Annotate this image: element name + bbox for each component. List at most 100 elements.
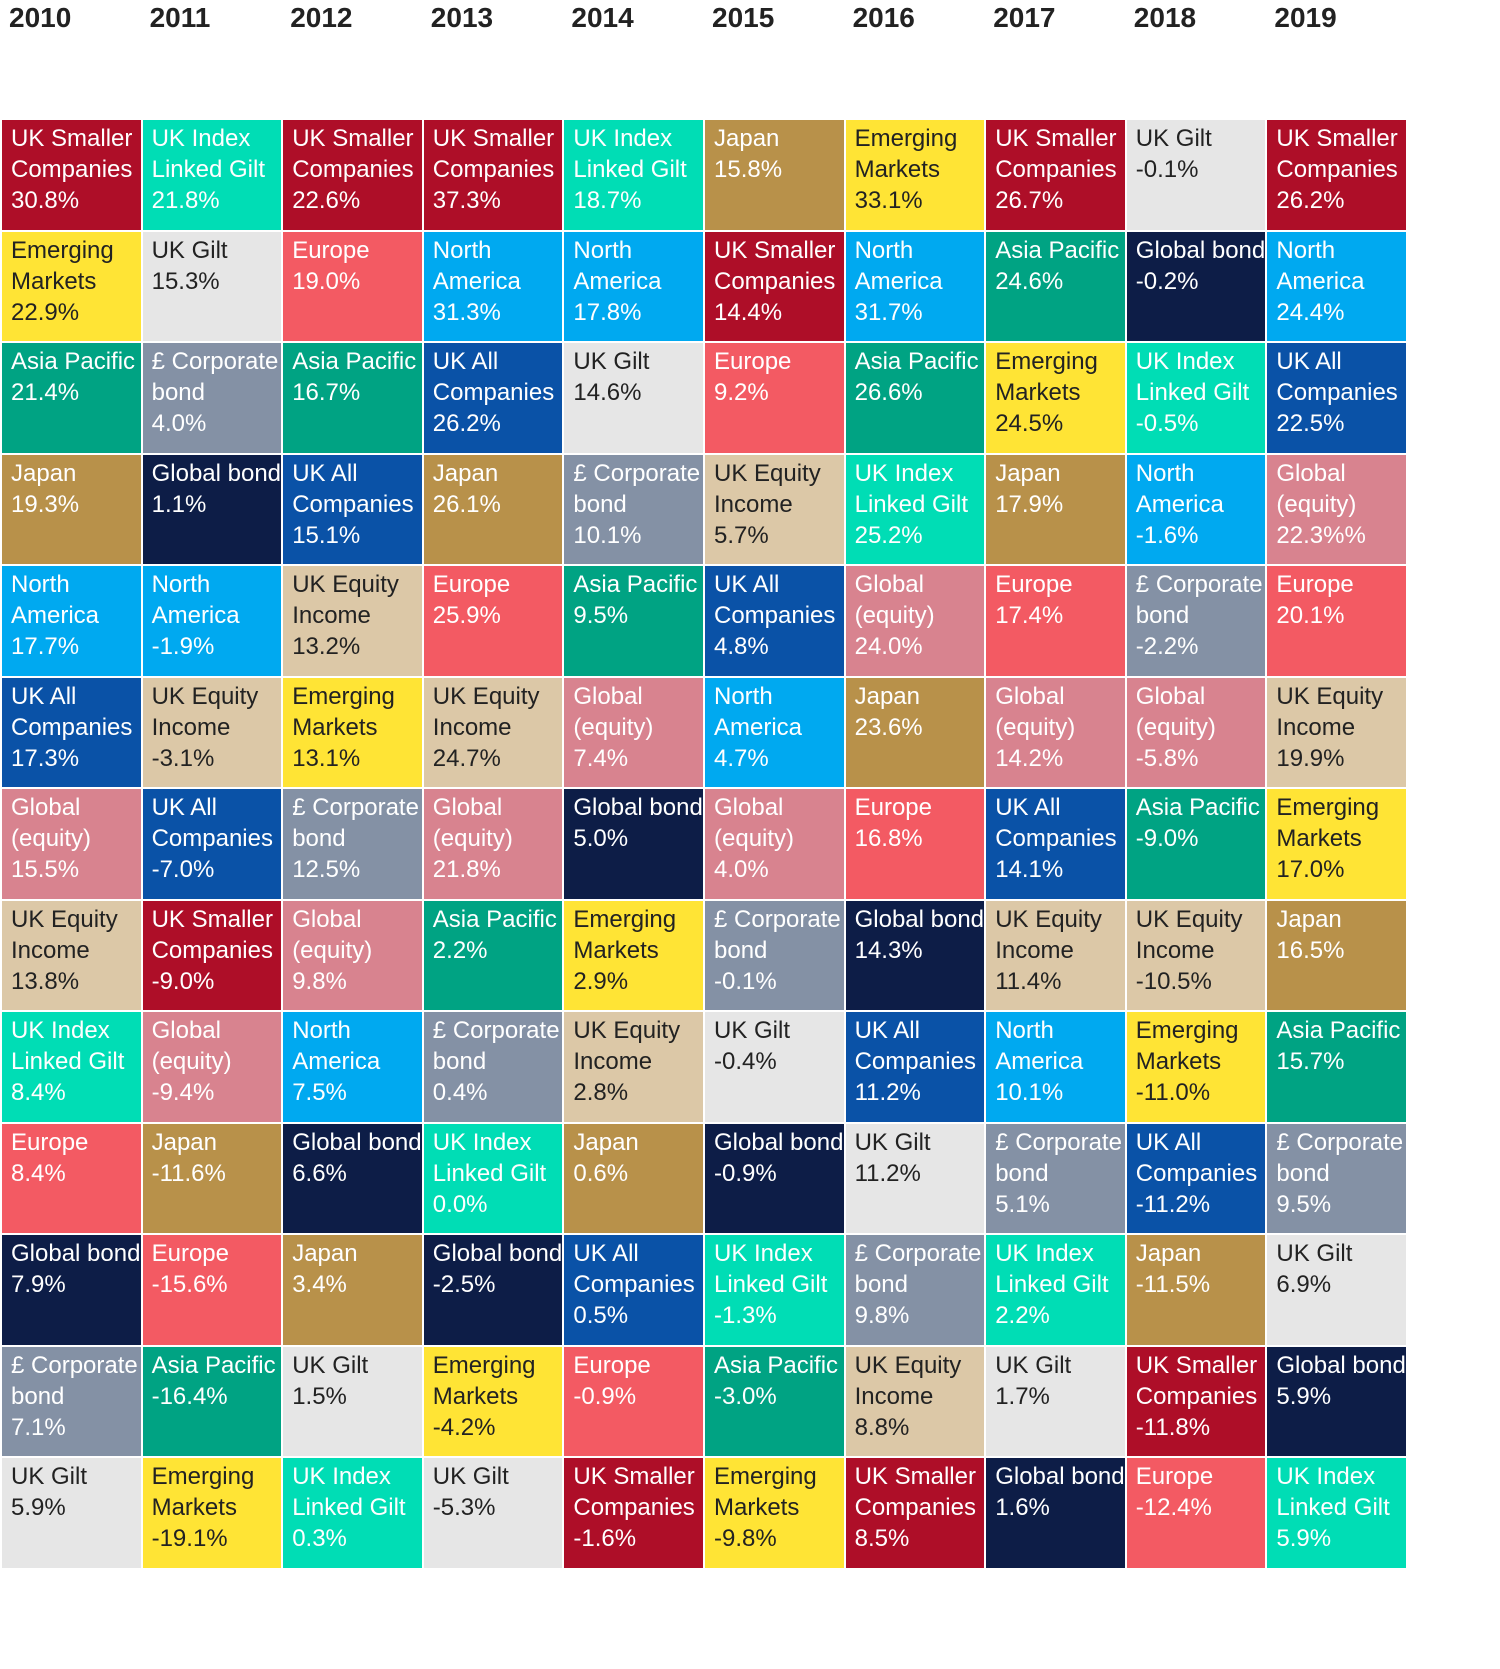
asset-label: Emerging Markets (714, 1463, 817, 1521)
return-value: 14.4% (714, 298, 783, 326)
cell-2018-global-equity: Global (equity) -5.8% (1126, 677, 1266, 787)
cell-2010-asia-pacific: Asia Pacific 21.4% (2, 343, 141, 453)
asset-label: UK Gilt (432, 1463, 509, 1490)
return-value: -9.8% (714, 1525, 777, 1552)
return-value: 1.5% (292, 1382, 347, 1410)
cell-2015-asia-pacific: Asia Pacific -3.0% (705, 1346, 844, 1456)
return-value: 3.4% (292, 1271, 347, 1298)
return-value: -0.1% (714, 967, 777, 995)
asset-label: Emerging Markets (573, 905, 677, 964)
asset-label: Global bond (1135, 236, 1266, 264)
return-value: -5.3% (432, 1494, 496, 1521)
asset-label: Global (equity) (1276, 459, 1357, 518)
return-value: 24.5% (995, 410, 1064, 437)
asset-label: UK Equity Income (1276, 682, 1384, 741)
return-value: 5.9% (1276, 1382, 1332, 1410)
asset-label: Global bond (11, 1240, 141, 1267)
cell-2015-uk-smaller-companies: UK Smaller Companies 14.4% (705, 231, 844, 341)
return-value: 13.2% (292, 633, 361, 660)
return-value: 21.8% (432, 856, 501, 883)
year-label-2019: 2019 (1274, 2, 1337, 33)
cell-2018-uk-index-linked-gilt: UK Index Linked Gilt -0.5% (1126, 343, 1266, 453)
cell-2011-japan: Japan -11.6% (142, 1123, 282, 1233)
year-label-2016: 2016 (852, 2, 915, 33)
asset-label: Emerging Markets (151, 1463, 255, 1521)
asset-label: Global (equity) (573, 682, 654, 741)
asset-label: UK Index Linked Gilt (292, 1463, 406, 1521)
asset-label: Global (equity) (714, 794, 795, 852)
cell-2014-uk-smaller-companies: UK Smaller Companies -1.6% (564, 1458, 703, 1568)
asset-label: UK All Companies (432, 348, 555, 406)
asset-label: Global bond (292, 1128, 422, 1156)
asset-label: UK Index Linked Gilt (151, 125, 265, 183)
return-value: 11.2% (854, 1079, 921, 1106)
cell-2019-uk-index-linked-gilt: UK Index Linked Gilt 5.9% (1267, 1458, 1406, 1568)
return-value: 19.3% (11, 490, 80, 518)
cell-2013-uk-index-linked-gilt: UK Index Linked Gilt 0.0% (423, 1123, 563, 1233)
asset-label: North America (11, 571, 100, 629)
return-value: 0.4% (432, 1079, 488, 1106)
return-value: 8.5% (854, 1525, 910, 1552)
return-value: 25.2% (854, 521, 923, 549)
cell-2012-europe: Europe 19.0% (283, 231, 422, 341)
return-value: 10.1% (573, 521, 642, 549)
cell-2011-gbp-corporate-bond: £ Corporate bond 4.0% (142, 343, 282, 453)
cell-2010-north-america: North America 17.7% (2, 566, 141, 676)
cell-2013-uk-gilt: UK Gilt -5.3% (423, 1458, 563, 1568)
cell-2012-uk-smaller-companies: UK Smaller Companies 22.6% (283, 120, 422, 230)
return-value: -0.9% (714, 1159, 777, 1187)
return-value: 1.1% (151, 490, 207, 518)
return-value: 2.2% (432, 936, 488, 964)
asset-label: UK All Companies (151, 794, 273, 852)
return-value: -5.8% (1135, 744, 1199, 772)
cell-2015-global-bond: Global bond -0.9% (705, 1123, 844, 1233)
return-value: 14.1% (995, 856, 1064, 883)
return-value: 23.6% (854, 713, 923, 741)
cell-2014-uk-index-linked-gilt: UK Index Linked Gilt 18.7% (564, 120, 703, 230)
cell-2010-gbp-corporate-bond: £ Corporate bond 7.1% (2, 1346, 141, 1456)
return-value: 5.9% (1276, 1525, 1332, 1552)
asset-label: North America (292, 1017, 381, 1075)
asset-label: North America (854, 236, 943, 295)
return-value: 21.8% (151, 187, 220, 214)
cell-2013-uk-smaller-companies: UK Smaller Companies 37.3% (423, 120, 563, 230)
return-value: 9.8% (292, 967, 347, 995)
return-value: 12.5% (292, 856, 361, 883)
cell-2017-asia-pacific: Asia Pacific 24.6% (986, 231, 1125, 341)
return-value: 16.8% (854, 825, 923, 852)
asset-label: North America (432, 236, 521, 295)
return-value: 5.1% (995, 1190, 1050, 1218)
cell-2019-north-america: North America 24.4% (1267, 231, 1406, 341)
cell-2014-uk-gilt: UK Gilt 14.6% (564, 343, 703, 453)
cell-2012-north-america: North America 7.5% (283, 1012, 422, 1122)
return-value: 22.9% (11, 298, 80, 326)
return-value: -11.0% (1135, 1079, 1211, 1106)
cell-2016-japan: Japan 23.6% (845, 677, 985, 787)
cell-2016-north-america: North America 31.7% (845, 231, 985, 341)
cell-2017-global-equity: Global (equity) 14.2% (986, 677, 1125, 787)
return-value: 17.7% (11, 633, 80, 660)
cell-2019-asia-pacific: Asia Pacific 15.7% (1267, 1012, 1406, 1122)
asset-label: Japan (995, 459, 1061, 487)
return-value: -19.1% (151, 1525, 228, 1552)
cell-2012-uk-gilt: UK Gilt 1.5% (283, 1346, 422, 1456)
return-value: -0.4% (714, 1048, 777, 1075)
asset-label: Japan (151, 1128, 217, 1156)
cell-2014-asia-pacific: Asia Pacific 9.5% (564, 566, 703, 676)
return-value: 26.2% (1276, 187, 1345, 214)
asset-label: £ Corporate bond (11, 1351, 138, 1410)
cell-2013-japan: Japan 26.1% (423, 454, 563, 564)
return-value: 5.7% (714, 521, 769, 549)
asset-label: North America (1135, 459, 1224, 518)
year-label-2015: 2015 (712, 2, 775, 33)
return-value: -9.4% (151, 1079, 215, 1106)
cell-2019-uk-equity-income: UK Equity Income 19.9% (1267, 677, 1406, 787)
cell-2013-uk-equity-income: UK Equity Income 24.7% (423, 677, 563, 787)
return-value: 11.4% (995, 967, 1062, 995)
return-value: 0.5% (573, 1302, 629, 1329)
asset-label: Global (equity) (995, 682, 1076, 741)
return-value: -0.1% (1135, 156, 1199, 183)
asset-label: UK All Companies (1135, 1128, 1258, 1187)
cell-2011-emerging-markets: Emerging Markets -19.1% (142, 1458, 282, 1568)
asset-label: Japan (432, 459, 499, 487)
